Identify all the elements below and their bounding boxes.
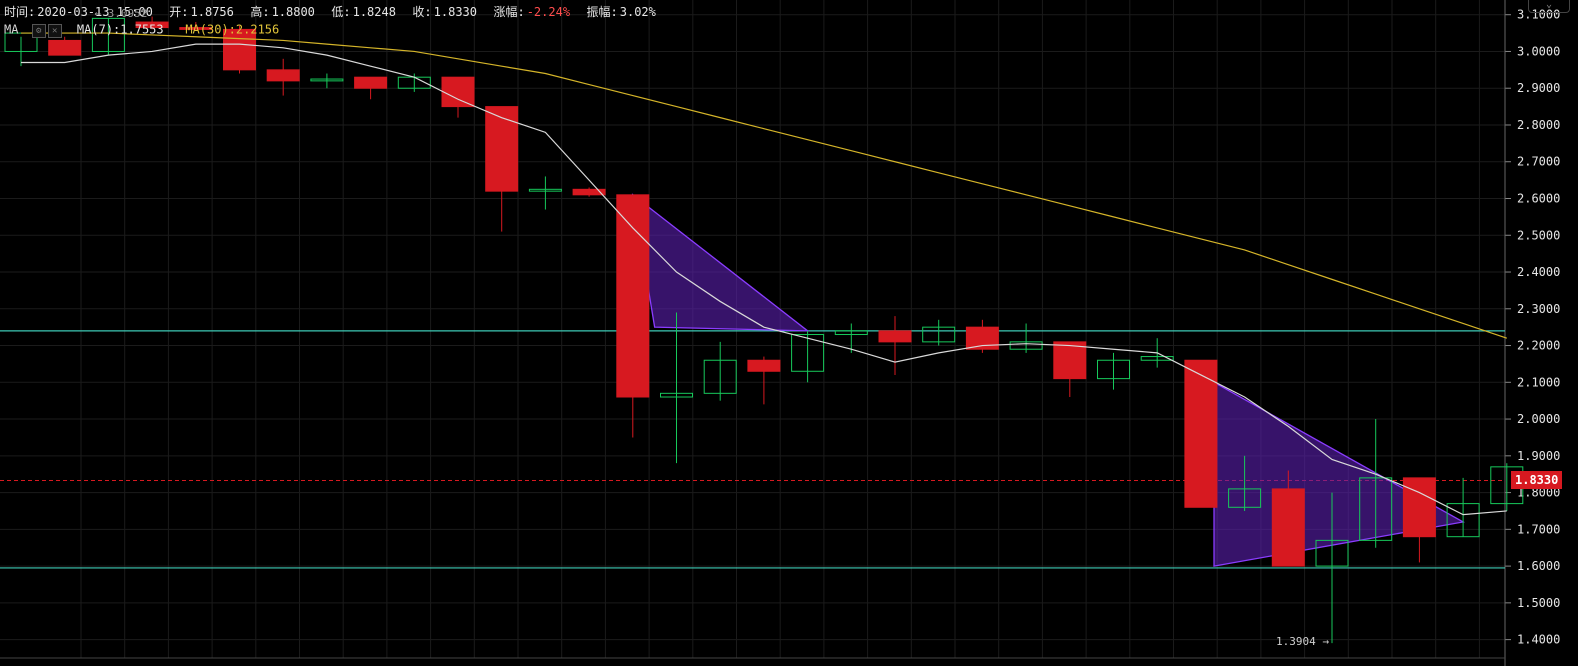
open-value: 1.8756 <box>190 5 234 19</box>
triangle-pattern-drawing <box>1213 381 1466 567</box>
candle-body-up <box>1140 356 1174 361</box>
close-label: 收: <box>412 5 432 19</box>
y-axis-tick-label: 3.0000 <box>1517 44 1560 58</box>
time-label: 时间: <box>4 5 36 19</box>
candle-body-up <box>1009 341 1043 350</box>
ma7-value: 1.7553 <box>120 22 164 37</box>
y-axis-tick-label: 1.7000 <box>1517 522 1560 536</box>
y-axis-tick-label: 1.6000 <box>1517 559 1560 573</box>
min-price-marker: 1.3904 → <box>1276 635 1329 649</box>
high-label: 高: <box>250 5 270 19</box>
candle-body-down <box>747 359 781 372</box>
candle-body-down <box>1184 359 1218 508</box>
y-axis-tick-label: 2.7000 <box>1517 155 1560 169</box>
open-label: 开: <box>169 5 189 19</box>
y-axis-tick-label: 1.9000 <box>1517 449 1560 463</box>
change-value: -2.24% <box>526 5 571 19</box>
time-value: 2020-03-13 15:00 <box>37 5 153 19</box>
candle-body-down <box>878 330 912 343</box>
current-price-tag: 1.8330 <box>1511 471 1563 490</box>
y-axis-tick-label: 2.5000 <box>1517 228 1560 242</box>
y-axis-tick-label: 2.3000 <box>1517 302 1560 316</box>
indicator-name: MA <box>4 22 19 37</box>
change-label: 涨幅: <box>493 5 525 19</box>
candle-body-down <box>48 39 82 56</box>
collapse-chevron-icon[interactable]: ⌄ <box>1528 0 1570 13</box>
y-axis-tick-label: 2.8000 <box>1517 118 1560 132</box>
candle-body-up <box>91 17 125 52</box>
low-label: 低: <box>331 5 351 19</box>
candle-body-up <box>1228 488 1262 508</box>
settings-icon[interactable]: ⚙ <box>31 24 46 38</box>
candle-body-up <box>528 188 562 192</box>
candle-body-down <box>179 27 213 30</box>
candle-body-down <box>266 69 300 82</box>
candle-body-down <box>223 28 256 71</box>
candle-body-up <box>1315 539 1349 567</box>
low-value: 1.8248 <box>352 5 396 19</box>
y-axis-tick-label: 2.6000 <box>1517 192 1560 206</box>
high-value: 1.8800 <box>271 5 315 19</box>
candle-body-up <box>1359 477 1393 541</box>
candle-body-down <box>1053 341 1087 380</box>
ma-indicator-row: MA ⚙ ✕ MA(7):1.7553 MA(30):2.2156 <box>4 22 279 38</box>
y-axis-tick-label: 2.2000 <box>1517 339 1560 353</box>
y-axis-tick-label: 2.9000 <box>1517 81 1560 95</box>
candle-body-down <box>485 106 519 192</box>
candle-body-up <box>791 334 825 372</box>
candle-body-up <box>834 330 868 336</box>
candle-body-up <box>1097 359 1130 380</box>
y-axis-tick-label: 2.4000 <box>1517 265 1560 279</box>
candle-body-down <box>1271 488 1305 567</box>
ma30-line <box>21 32 1507 339</box>
candle-body-down <box>965 326 999 350</box>
candle-body-down <box>1402 477 1436 538</box>
candle-body-up <box>660 392 693 398</box>
ohlc-header: 时间: 2020-03-13 15:00 开: 1.8756 高: 1.8800 低:… <box>4 3 658 20</box>
close-value: 1.8330 <box>433 5 478 19</box>
max-price-marker: ← 3.0952 <box>94 6 148 20</box>
ma7-line <box>21 43 1507 516</box>
ma30-label: MA(30): <box>185 22 236 37</box>
candle-body-down <box>441 76 475 108</box>
candle-body-up <box>703 359 737 394</box>
candle-body-down <box>354 76 388 89</box>
ma7-label: MA(7): <box>76 22 121 37</box>
max-price-text: 3.0952 <box>107 6 148 20</box>
triangle-pattern-drawing <box>631 193 810 332</box>
amplitude-label: 振幅: <box>586 5 618 19</box>
amplitude-value: 3.02% <box>619 5 656 19</box>
candle-body-up <box>1446 503 1480 538</box>
candle-body-up <box>922 326 956 343</box>
candle-body-down <box>572 188 606 196</box>
y-axis-tick-label: 1.5000 <box>1517 596 1560 610</box>
candle-body-down <box>135 21 169 29</box>
y-axis-tick-label: 2.1000 <box>1517 375 1560 389</box>
y-axis-tick-label: 2.0000 <box>1517 412 1560 426</box>
indicator-controls: ⚙ ✕ <box>31 22 64 38</box>
y-axis-tick-label: 1.4000 <box>1517 633 1560 647</box>
candle-body-down <box>616 194 650 398</box>
y-axis-tick-label: 3.1000 <box>1517 8 1560 22</box>
candle-body-up <box>310 78 344 82</box>
close-icon[interactable]: ✕ <box>47 24 62 38</box>
ma30-value: 2.2156 <box>235 22 280 37</box>
min-price-text: 1.3904 <box>1276 635 1316 649</box>
